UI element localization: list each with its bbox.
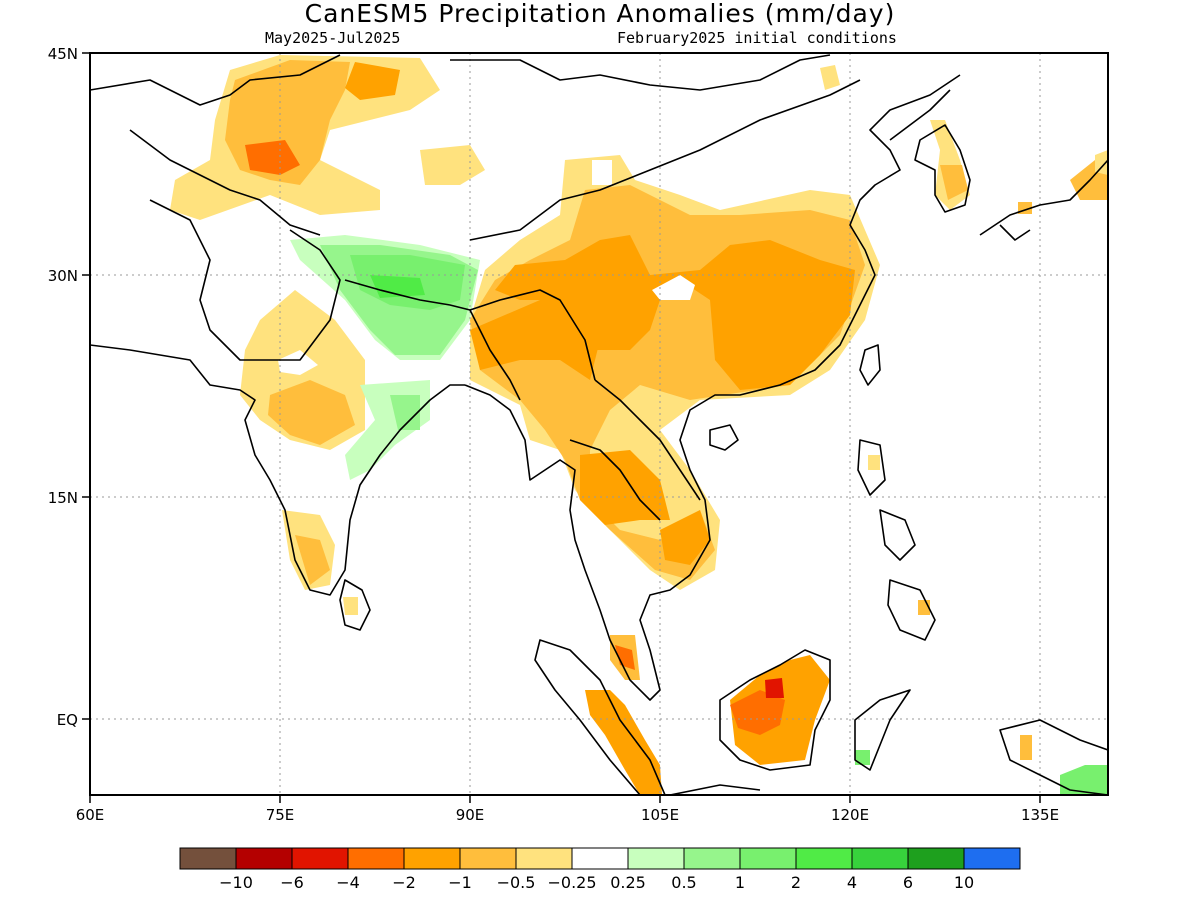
region-china-neutral-hole [652,275,695,300]
region-malaya-strong [615,645,635,670]
region-newguinea-dry [1020,735,1032,760]
region-india-neutral [278,350,318,375]
lon-tick-label: 105E [641,806,679,824]
lat-tick-label: EQ [57,711,78,729]
region-nepal-wet-max [370,275,425,298]
lon-tick-label: 75E [266,806,295,824]
anomaly-fields [170,55,1108,795]
colorbar-swatch [795,847,853,870]
region-burma-strong [470,300,600,380]
region-pamir-strong [245,140,300,175]
region-china-dry-strong [495,235,855,390]
colorbar-swatch [683,847,741,870]
colorbar-swatch [459,847,517,870]
region-newguinea-wet [1060,765,1108,795]
region-japan-light [1095,150,1108,175]
colorbar-label: 10 [954,873,974,892]
colorbar-swatch [235,847,293,870]
region-bengal-wet [390,395,420,430]
colorbar-swatch [963,847,1021,870]
lat-tick-label: 30N [48,267,78,285]
region-borneo-max [765,678,784,698]
colorbar-label: 0.5 [671,873,696,892]
colorbar: −10 −6 −4 −2 −1 −0.5 −0.25 0.25 0.5 1 2 4 6 10 [179,847,1021,892]
colorbar-label: 1 [735,873,745,892]
colorbar-label: −0.25 [547,873,596,892]
initial-conditions: February2025 initial conditions [617,29,897,47]
coastlines [90,54,1108,795]
colorbar-swatch [347,847,405,870]
region-sulawesi-wet [855,750,870,765]
forecast-period: May2025-Jul2025 [265,29,401,47]
region-srilanka-dry [343,597,358,615]
region-korea-moderate [940,165,968,200]
tick-marks [82,52,1041,803]
region-india-moderate [268,380,355,445]
colorbar-swatch [179,847,237,870]
region-cambodia-strong [660,510,710,565]
colorbar-label: −10 [219,873,253,892]
gridlines [90,53,1108,795]
colorbar-swatch [907,847,965,870]
region-sumatra-dry [585,690,662,795]
region-south-india-moderate [295,535,330,585]
region-mongolia-dry [820,65,840,90]
region-borneo-strong [730,690,785,735]
region-indochina-strong [580,450,670,525]
region-tarim-dry [420,145,485,185]
colorbar-label: 6 [903,873,913,892]
region-tibet-neutral-hole [592,160,612,185]
lon-tick-label: 60E [76,806,105,824]
colorbar-label: 2 [791,873,801,892]
colorbar-label: 0.25 [610,873,646,892]
colorbar-label: −1 [448,873,472,892]
lon-tick-label: 120E [831,806,869,824]
map-title: CanESM5 Precipitation Anomalies (mm/day) [304,0,896,28]
colorbar-label: −2 [392,873,416,892]
colorbar-swatch [739,847,797,870]
colorbar-label: −4 [336,873,360,892]
region-philippines-dry [868,455,880,470]
colorbar-label: 4 [847,873,857,892]
colorbar-swatch [627,847,685,870]
colorbar-swatch [403,847,461,870]
colorbar-swatch [571,847,629,870]
colorbar-label: −6 [280,873,304,892]
lon-tick-label: 90E [456,806,485,824]
colorbar-swatch [515,847,573,870]
colorbar-label: −0.5 [497,873,536,892]
colorbar-swatch [851,847,909,870]
region-central-asia-strong [345,62,400,100]
lat-tick-label: 45N [48,45,78,63]
plot-frame [89,52,1109,796]
colorbar-swatch [291,847,349,870]
lon-tick-label: 135E [1021,806,1059,824]
lat-tick-label: 15N [48,489,78,507]
